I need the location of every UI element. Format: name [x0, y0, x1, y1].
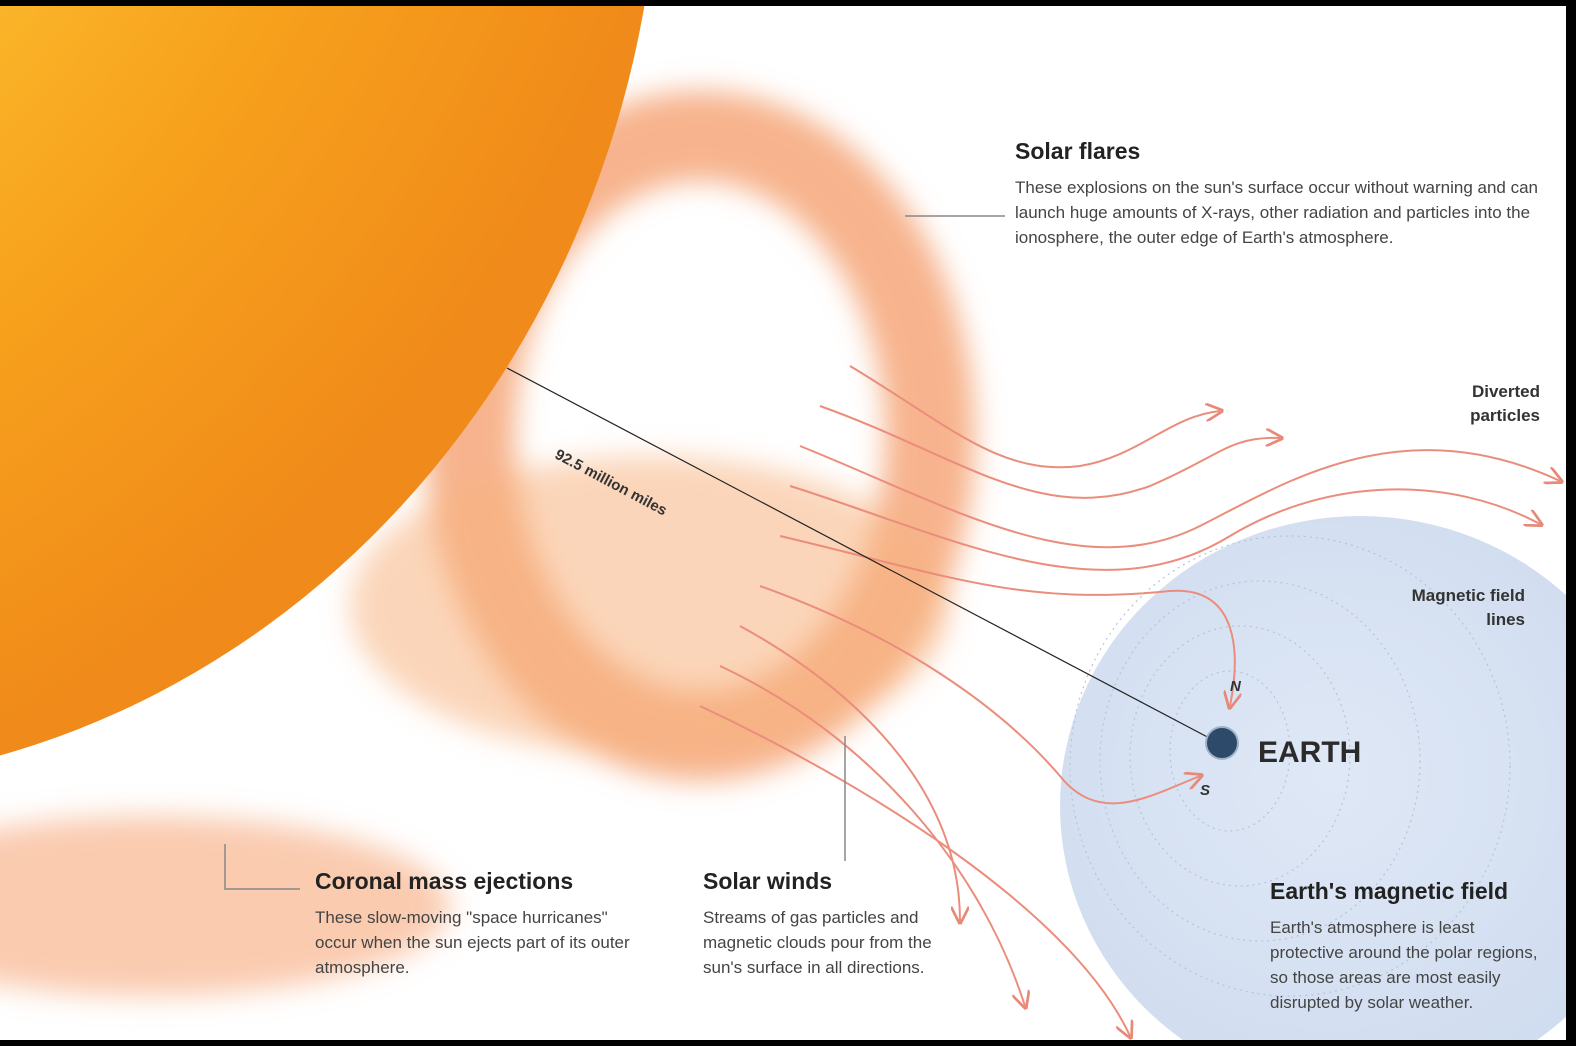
- description: Earth's atmosphere is least protective a…: [1270, 915, 1545, 1015]
- heading: Solar winds: [703, 868, 953, 895]
- north: N: [1230, 678, 1241, 695]
- label: Diverted particles: [1430, 380, 1540, 428]
- heading: Solar flares: [1015, 138, 1555, 165]
- solar-winds: Solar winds Streams of gas particles and…: [703, 868, 953, 980]
- heading: Coronal mass ejections: [315, 868, 645, 895]
- label: Magnetic field lines: [1410, 584, 1525, 632]
- earth: [1206, 727, 1238, 759]
- earths-magnetic-field: Earth's magnetic field Earth's atmospher…: [1270, 878, 1560, 1015]
- description: These slow-moving "space hurricanes" occ…: [315, 905, 640, 980]
- solar-flares: Solar flares These explosions on the sun…: [1015, 138, 1555, 250]
- earth-label: EARTH: [1258, 736, 1361, 770]
- heading: Earth's magnetic field: [1270, 878, 1560, 905]
- coronal-mass-ejections: Coronal mass ejections These slow-moving…: [315, 868, 645, 980]
- infographic: Solar flares These explosions on the sun…: [0, 6, 1566, 1040]
- south: S: [1200, 782, 1210, 799]
- description: These explosions on the sun's surface oc…: [1015, 175, 1555, 250]
- description: Streams of gas particles and magnetic cl…: [703, 905, 948, 980]
